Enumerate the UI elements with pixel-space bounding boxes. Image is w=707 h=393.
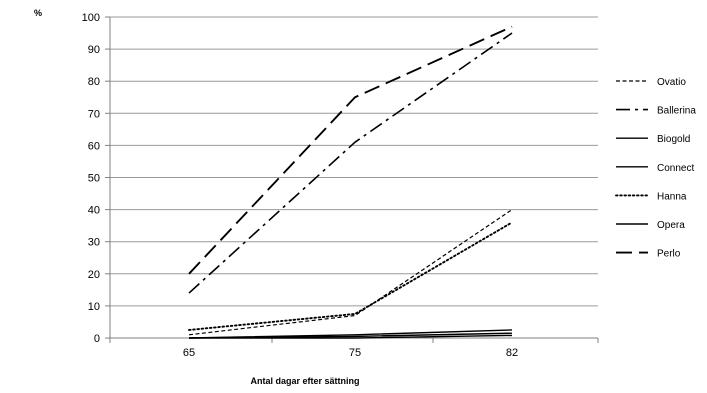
x-tick-label: 65 [183, 347, 195, 359]
x-tick-label: 75 [349, 347, 361, 359]
y-tick-label: 0 [94, 333, 100, 345]
legend-label-biogold: Biogold [657, 134, 690, 145]
y-tick-label: 20 [88, 269, 100, 281]
x-axis: 65 75 82 [109, 337, 599, 359]
legend-label-connect: Connect [657, 163, 694, 174]
y-tick-label: 100 [82, 12, 100, 24]
y-tick-label: 30 [88, 237, 100, 249]
y-tick-label: 40 [88, 205, 100, 217]
series-line-opera [189, 334, 513, 339]
y-tick-label: 10 [88, 301, 100, 313]
y-axis-title: % [34, 8, 42, 18]
y-axis-ticks: 0 10 20 30 40 50 60 70 80 90 100 [82, 12, 111, 345]
x-tick-label: 82 [506, 347, 518, 359]
y-tick-label: 80 [88, 76, 100, 88]
data-series [188, 25, 513, 339]
gridlines [110, 16, 598, 307]
legend-label-opera: Opera [657, 220, 685, 231]
x-axis-title: Antal dagar efter sättning [250, 376, 359, 386]
legend-label-ovatio: Ovatio [657, 77, 686, 88]
y-tick-label: 90 [88, 44, 100, 56]
y-tick-label: 70 [88, 108, 100, 120]
series-line-ovatio [188, 209, 513, 336]
series-line-hanna [188, 221, 513, 331]
legend: Ovatio Ballerina Biogold Connect Hanna Opera P… [615, 77, 696, 260]
series-line-perlo [188, 25, 513, 275]
legend-label-ballerina: Ballerina [657, 106, 696, 117]
y-tick-label: 50 [88, 173, 100, 185]
y-tick-label: 60 [88, 140, 100, 152]
legend-label-hanna: Hanna [657, 191, 687, 202]
series-line-ballerina [188, 32, 513, 294]
legend-label-perlo: Perlo [657, 249, 681, 260]
